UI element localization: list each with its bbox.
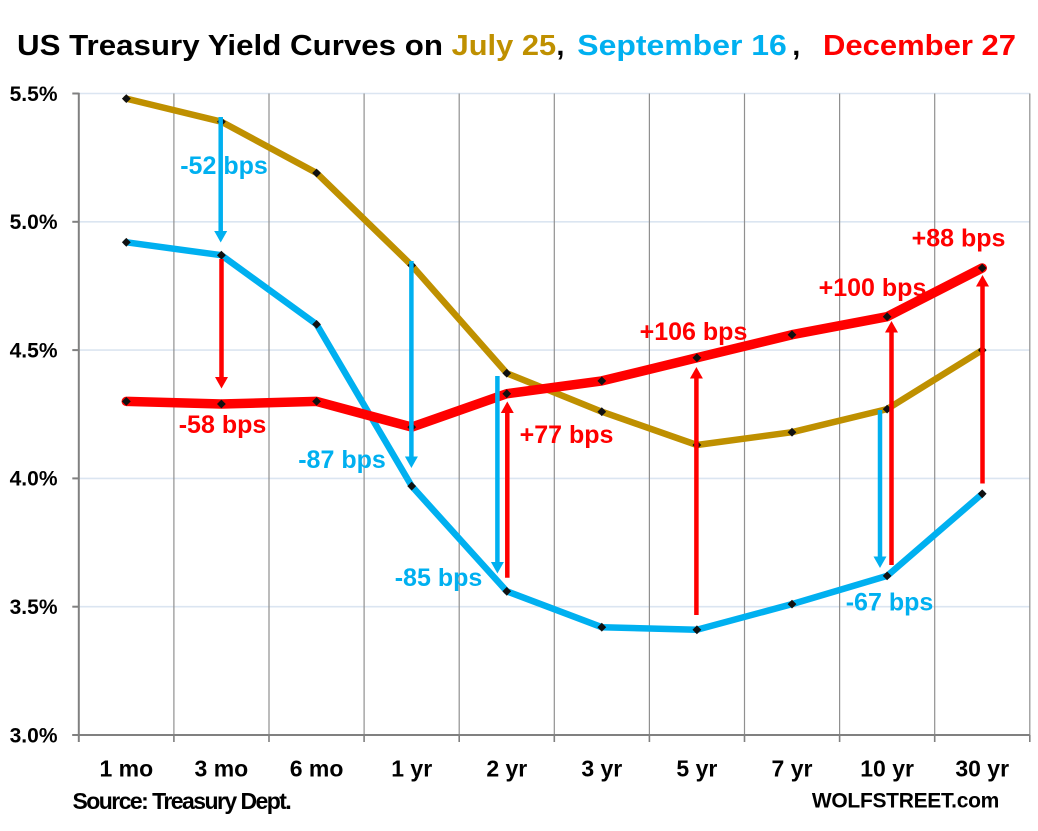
svg-text:-87 bps: -87 bps: [298, 446, 386, 474]
svg-text:30 yr: 30 yr: [955, 756, 1009, 782]
svg-text:3.0%: 3.0%: [10, 724, 58, 747]
svg-text:5.5%: 5.5%: [10, 83, 58, 106]
svg-text:5.0%: 5.0%: [10, 211, 58, 234]
svg-text:4.5%: 4.5%: [10, 339, 58, 362]
svg-text:-58 bps: -58 bps: [179, 411, 267, 439]
svg-text:1 yr: 1 yr: [391, 756, 432, 782]
svg-text:+88 bps: +88 bps: [912, 225, 1006, 253]
svg-text:4.0%: 4.0%: [10, 468, 58, 491]
svg-text:5 yr: 5 yr: [676, 756, 717, 782]
svg-text:+77 bps: +77 bps: [520, 421, 614, 449]
svg-text:3 yr: 3 yr: [581, 756, 622, 782]
svg-text:,: ,: [792, 30, 800, 62]
svg-text:10 yr: 10 yr: [860, 756, 914, 782]
svg-text:Source: Treasury Dept.: Source: Treasury Dept.: [73, 788, 291, 814]
svg-text:US Treasury Yield Curves on: US Treasury Yield Curves on: [17, 30, 443, 62]
svg-text:December 27: December 27: [823, 30, 1016, 62]
svg-text:3 mo: 3 mo: [195, 756, 249, 782]
svg-text:6 mo: 6 mo: [290, 756, 344, 782]
svg-text:3.5%: 3.5%: [10, 596, 58, 619]
svg-text:September 16: September 16: [577, 30, 787, 62]
svg-text:-85 bps: -85 bps: [395, 564, 483, 592]
svg-text:+100 bps: +100 bps: [819, 274, 927, 302]
svg-text:7 yr: 7 yr: [772, 756, 813, 782]
svg-text:WOLFSTREET.com: WOLFSTREET.com: [812, 790, 999, 813]
svg-text:-52 bps: -52 bps: [180, 152, 268, 180]
svg-text:July 25: July 25: [452, 30, 556, 62]
svg-text:1 mo: 1 mo: [99, 756, 153, 782]
svg-text:-67 bps: -67 bps: [846, 589, 934, 617]
svg-text:+106 bps: +106 bps: [640, 318, 748, 346]
svg-text:2 yr: 2 yr: [486, 756, 527, 782]
svg-text:,: ,: [556, 30, 564, 62]
